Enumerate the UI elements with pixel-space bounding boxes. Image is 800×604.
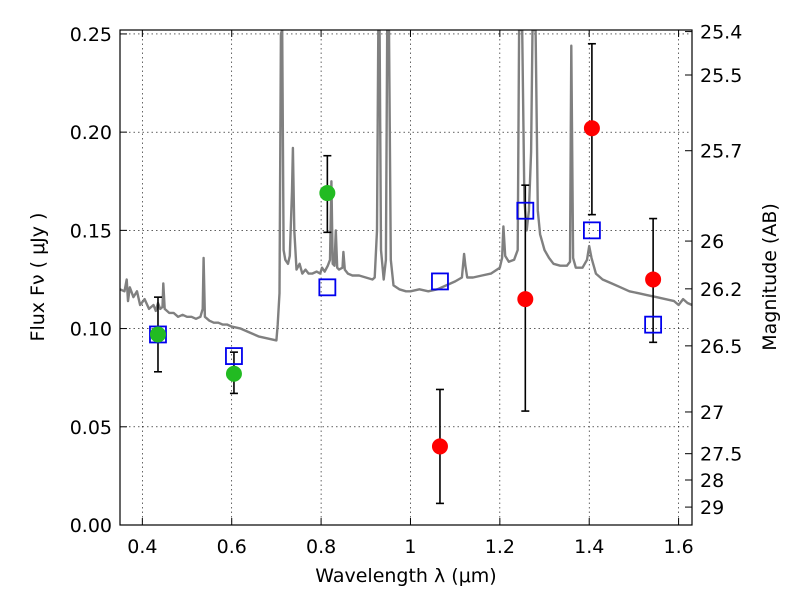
right-axis-label: Magnitude (AB) [759,203,781,351]
x-tick-label: 1.4 [574,536,604,558]
data-markers [149,120,663,455]
y-tick-label: 0.15 [70,220,112,242]
x-tick-label: 0.8 [306,536,336,558]
model-spectrum-line [120,30,692,342]
x-tick-label: 1.2 [485,536,515,558]
red-data-point [431,438,448,455]
right-tick-label: 26 [700,231,724,253]
model-square-marker [225,347,243,365]
right-tick-label: 29 [700,497,724,519]
green-data-point [149,326,166,343]
grid-lines [120,30,692,525]
red-data-point [645,271,662,288]
model-square-marker [431,272,449,291]
right-tick-label: 25.4 [700,22,742,44]
y-tick-label: 0.05 [70,417,112,439]
green-data-point [319,185,336,202]
right-tick-label: 27.5 [700,444,742,466]
red-data-point [517,291,534,308]
right-tick-label: 28 [700,470,724,492]
y-tick-label: 0.20 [70,122,112,144]
x-tick-label: 1 [404,536,416,558]
model-square-marker [318,278,337,297]
right-tick-label: 26.2 [700,279,742,301]
right-axis-ticks: 25.4 25.5 25.7 26 26.2 26.5 27 27.5 28 29 [685,22,742,519]
model-square-marker [644,315,663,334]
right-tick-label: 25.5 [700,65,742,87]
red-data-point [583,120,600,137]
y-tick-label: 0.00 [70,515,112,537]
right-tick-label: 25.7 [700,141,742,163]
x-tick-label: 1.6 [663,536,693,558]
y-tick-label: 0.25 [70,24,112,46]
model-spectrum-layer [120,30,692,342]
x-axis-label: Wavelength λ (μm) [315,565,496,587]
y-axis-ticks: 0.00 0.05 0.10 0.15 0.20 0.25 [70,24,127,537]
green-data-point [225,365,242,382]
plot-frame [119,29,693,526]
right-tick-label: 27 [700,402,724,424]
x-tick-label: 0.6 [217,536,247,558]
model-square-marker [516,201,535,220]
y-tick-label: 0.10 [70,319,112,341]
right-tick-label: 26.5 [700,336,742,358]
x-tick-label: 0.4 [127,536,157,558]
model-square-marker [583,221,601,240]
y-axis-label: Flux Fν ( μJy ) [27,213,49,342]
x-axis-ticks: 0.4 0.6 0.8 1 1.2 1.4 1.6 [127,30,694,558]
